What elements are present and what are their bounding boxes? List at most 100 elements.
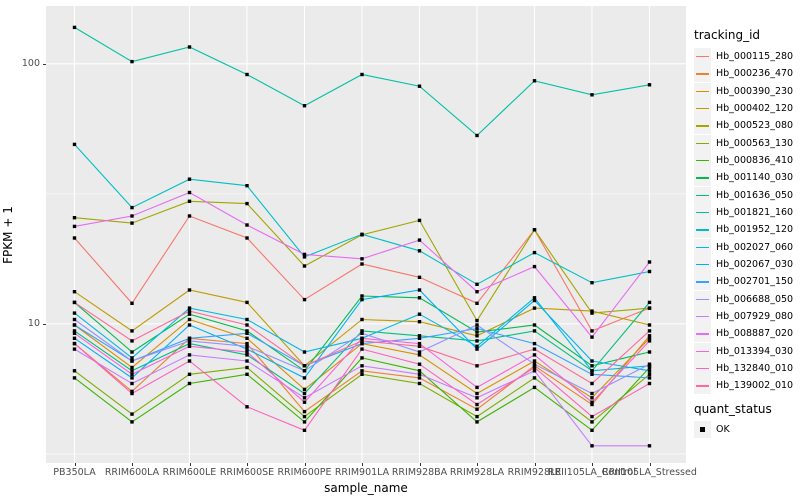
x-tick-label-RRII105LA_Control: RRII105LA_Control [547,467,637,478]
point-Hb_002067_030-RRIM928LA [475,347,479,351]
point-Hb_002067_030-RRII105LA_Stressed [647,369,652,373]
point-Hb_139002_010-RRIM600PE [302,364,307,368]
legend-key-line-icon [694,307,711,325]
point-Hb_000836_410-RRIM600PE [302,420,307,424]
y-tick-mark [43,323,46,325]
legend-key-line-icon [694,117,711,135]
point-Hb_001140_030-RRIM928LE [532,323,537,327]
point-Hb_000836_410-RRIM928LE [532,385,537,390]
point-Hb_006688_050-RRII105LA_Control [590,391,594,396]
point-Hb_001821_160-RRIM600PE [302,104,307,108]
y-tick-mark [43,63,46,65]
legend-item-Hb_000523_080: Hb_000523_080 [694,117,793,135]
legend-item-Hb_000390_230: Hb_000390_230 [694,82,793,100]
point-Hb_000115_280-RRIM600LE [187,214,192,218]
point-Hb_000836_410-RRIM600LE [187,381,192,386]
point-Hb_001140_030-RRIM600LA [130,350,134,354]
point-Hb_002027_060-RRIM928BA [417,312,422,316]
point-Hb_001140_030-RRIM600SE [245,329,249,333]
point-Hb_001140_030-RRIM901LA [360,294,364,298]
point-Hb_000115_280-RRIM600LA [130,301,134,305]
point-Hb_001636_050-RRIM600PE [302,391,307,396]
point-Hb_013394_030-RRIM928BA [417,341,422,346]
plot-panel [46,6,686,463]
point-Hb_002067_030-RRII105LA_Control [590,359,594,363]
point-Hb_006688_050-RRIM928LA [475,323,479,327]
point-Hb_002067_030-RRIM928LE [532,298,537,303]
x-tick-label-RRII105LA_Stressed: RRII105LA_Stressed [602,467,697,478]
point-Hb_000115_280-RRII105LA_Control [590,329,594,333]
point-Hb_002067_030-RRIM928BA [417,288,422,292]
legend-key-line-icon [694,203,711,221]
point-Hb_000402_120-RRIM928LE [532,306,537,310]
x-tick-label-RRIM600SE: RRIM600SE [219,467,275,478]
point-Hb_001821_160-PB350LA [72,25,77,30]
point-Hb_000402_120-RRIM928BA [417,320,422,324]
point-Hb_139002_010-RRIM928BA [417,344,422,348]
point-Hb_000115_280-RRIM901LA [360,262,364,266]
point-Hb_001636_050-RRIM928LA [475,339,479,343]
legend-key-line-icon [694,273,711,291]
legend-item-Hb_001952_120: Hb_001952_120 [694,221,793,239]
x-tick-mark-RRIM928LE [534,463,536,466]
point-Hb_013394_030-RRII105LA_Stressed [647,339,652,343]
legend-label: Hb_013394_030 [716,345,794,357]
point-Hb_000523_080-RRIM928LA [475,318,479,323]
point-Hb_139002_010-RRIM901LA [360,339,364,343]
point-Hb_001140_030-RRIM928BA [417,296,422,300]
point-Hb_000115_280-RRIM600SE [245,236,249,240]
point-Hb_000563_130-RRIM600SE [245,365,249,370]
point-Hb_008887_020-RRIM600PE [302,252,307,257]
point-Hb_013394_030-RRIM600LA [130,372,134,376]
point-Hb_001821_160-RRIM901LA [360,72,364,77]
x-tick-label-RRIM901LA: RRIM901LA [334,467,390,478]
x-tick-label-RRIM928LA: RRIM928LA [449,467,505,478]
x-tick-mark-RRII105LA_Control [592,463,593,466]
legend-key-line-icon [694,342,711,360]
point-Hb_000563_130-RRII105LA_Stressed [647,372,652,376]
legend-label: Hb_132840_010 [716,362,794,374]
point-Hb_000390_230-RRIM600PE [302,387,307,392]
point-Hb_000390_230-RRIM928LE [532,359,537,363]
point-Hb_000523_080-RRII105LA_Stressed [647,306,652,310]
point-Hb_013394_030-RRIM600SE [245,350,249,354]
legend-label: Hb_002701_150 [716,276,794,288]
point-Hb_000836_410-PB350LA [72,376,77,380]
point-Hb_000402_120-RRII105LA_Control [590,309,594,313]
y-tick-label-100: 100 [21,57,40,69]
point-Hb_013394_030-RRIM600PE [302,400,307,404]
legend-key-line-icon [694,48,711,65]
legend-key-line-icon [694,290,711,308]
point-Hb_139002_010-RRIM600LE [187,309,192,313]
point-Hb_000836_410-RRIM928BA [417,369,422,373]
point-Hb_000236_470-RRIM901LA [360,369,364,373]
point-Hb_001952_120-RRIM600PE [302,255,307,259]
legend-label: Hb_008887_020 [716,328,794,340]
legend-item-Hb_002701_150: Hb_002701_150 [694,273,794,291]
point-Hb_013394_030-RRIM928LA [475,385,479,390]
point-Hb_001821_160-RRIM928LA [475,133,479,138]
point-Hb_002701_150-RRIM928LA [475,326,479,331]
point-Hb_000390_230-RRIM600LA [130,365,134,370]
point-Hb_132840_010-RRII105LA_Stressed [647,381,652,386]
point-Hb_002027_060-RRIM928LE [532,296,537,300]
point-Hb_001952_120-RRII105LA_Control [590,281,594,285]
point-Hb_007929_080-RRII105LA_Stressed [647,444,652,448]
point-Hb_139002_010-RRII105LA_Stressed [647,329,652,333]
point-Hb_008887_020-RRIM600SE [245,223,249,227]
point-Hb_132840_010-RRII105LA_Control [590,414,594,419]
point-Hb_002701_150-RRIM600SE [245,331,249,335]
point-Hb_008887_020-RRIM928LA [475,290,479,294]
point-Hb_000523_080-RRIM600PE [302,264,307,268]
x-tick-mark-RRIM600PE [304,463,306,466]
point-Hb_139002_010-PB350LA [72,300,77,305]
point-Hb_000836_410-RRII105LA_Control [590,428,594,432]
point-Hb_007929_080-RRIM928BA [417,372,422,376]
point-Hb_000402_120-RRIM901LA [360,317,364,322]
point-Hb_000236_470-RRIM600PE [302,409,307,414]
point-Hb_002701_150-RRIM928BA [417,336,422,340]
point-Hb_002701_150-RRIM901LA [360,341,364,346]
legend-label: Hb_007929_080 [716,310,794,322]
point-Hb_000836_410-RRIM600LA [130,420,134,424]
